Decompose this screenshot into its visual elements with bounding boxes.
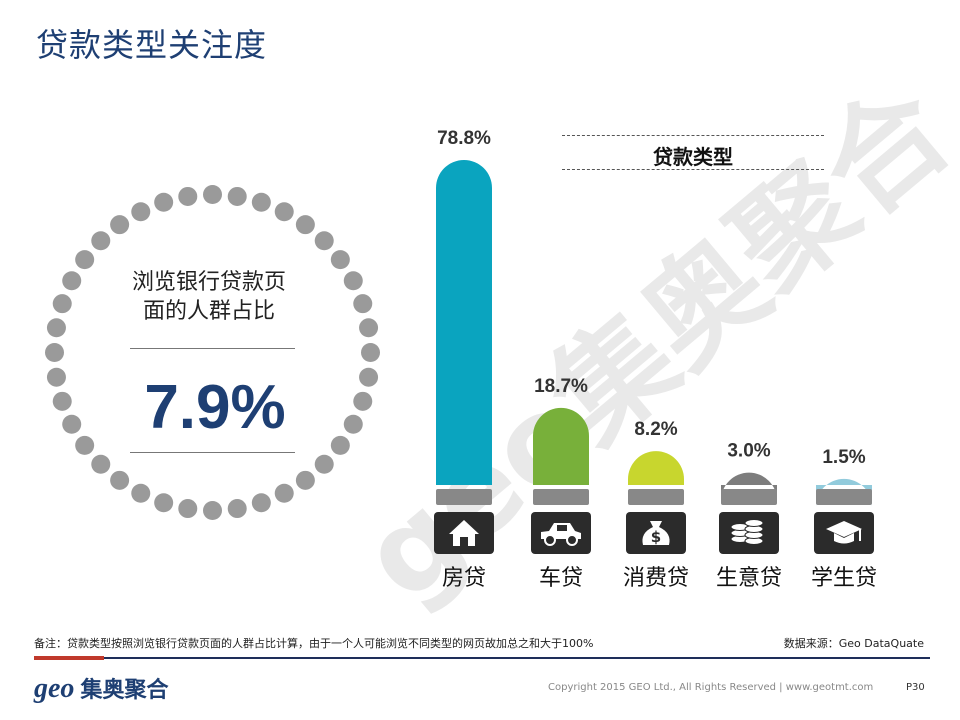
bead-circle — [45, 185, 380, 520]
circle-caption-line2: 面的人群占比 — [142, 299, 275, 324]
bead-dot — [52, 391, 72, 411]
bar-base — [436, 489, 492, 505]
bead-dot — [274, 202, 294, 222]
graduation-cap-icon-glyph — [826, 521, 862, 544]
bar-value-label: 3.0% — [727, 441, 770, 462]
bead-dot — [154, 493, 174, 513]
bead-dot — [62, 414, 82, 434]
bar-base — [628, 489, 684, 505]
bead-dot — [91, 454, 111, 474]
legend-title: 贷款类型 — [653, 145, 733, 169]
footnote: 备注：贷款类型按照浏览银行贷款页面的人群占比计算，由于一个人可能浏览不同类型的网… — [34, 637, 594, 650]
bar-2 — [628, 451, 684, 485]
logo-cn: 集奥聚合 — [80, 678, 169, 703]
bead-dot — [295, 215, 315, 235]
bead-dot — [330, 435, 350, 455]
page-number: P30 — [906, 682, 925, 693]
bead-dot — [353, 294, 373, 314]
bead-dot — [131, 202, 151, 222]
bead-dot — [251, 493, 271, 513]
category-label: 生意贷 — [716, 566, 782, 591]
bar-value-label: 8.2% — [634, 419, 677, 440]
bar-base — [533, 489, 589, 505]
bar-1 — [533, 407, 589, 485]
bead-dot — [343, 414, 363, 434]
bead-dot — [178, 499, 198, 519]
footer-accent-navy — [104, 657, 930, 659]
bar-value-label: 78.8% — [437, 128, 491, 149]
category-label: 车贷 — [539, 566, 583, 591]
bead-dot — [46, 367, 66, 387]
bead-dot — [227, 186, 247, 206]
bead-dot — [91, 231, 111, 251]
bead-dot — [274, 483, 294, 503]
bead-dot — [110, 215, 130, 235]
divider-top — [130, 348, 295, 349]
bead-dot — [131, 483, 151, 503]
circle-caption: 浏览银行贷款页 面的人群占比 — [120, 268, 298, 326]
bead-dot — [251, 192, 271, 212]
bead-dot — [75, 435, 95, 455]
coins-icon-glyph — [730, 519, 764, 545]
divider-bottom — [130, 452, 295, 453]
footer-accent-red — [34, 656, 104, 660]
bead-dot — [110, 470, 130, 490]
circle-caption-line1: 浏览银行贷款页 — [131, 270, 286, 295]
bead-dot — [359, 367, 379, 387]
car-icon-glyph — [541, 523, 581, 546]
bead-dot — [45, 343, 64, 362]
bead-dot — [203, 185, 222, 204]
money-bag-icon-glyph: $ — [642, 521, 670, 546]
category-label: 消费贷 — [623, 566, 689, 591]
house-icon-glyph — [449, 520, 479, 546]
bar-value-label: 1.5% — [822, 447, 865, 468]
bead-dot — [353, 391, 373, 411]
bead-dot — [330, 250, 350, 270]
bead-dot — [295, 470, 315, 490]
bar-base — [721, 489, 777, 505]
logo-geo: geo — [34, 673, 75, 704]
svg-text:$: $ — [651, 528, 661, 546]
bead-dot — [203, 501, 222, 520]
bead-dot — [75, 250, 95, 270]
bar-0 — [436, 159, 492, 485]
logo: geo 集奥聚合 — [34, 672, 168, 705]
bar-value-label: 18.7% — [534, 376, 588, 397]
page-title: 贷款类型关注度 — [36, 26, 268, 64]
category-label: 学生贷 — [811, 566, 877, 591]
bead-dot — [343, 271, 363, 291]
bar-3 — [721, 472, 777, 501]
bead-dot — [227, 499, 247, 519]
bar-4 — [816, 478, 873, 507]
bead-dot — [154, 192, 174, 212]
data-source: 数据来源：Geo DataQuate — [783, 637, 924, 650]
bead-dot — [178, 186, 198, 206]
bead-dot — [52, 294, 72, 314]
bead-dot — [314, 231, 334, 251]
category-label: 房贷 — [442, 566, 486, 591]
highlight-value: 7.9% — [144, 373, 286, 442]
bead-dot — [361, 343, 380, 362]
copyright: Copyright 2015 GEO Ltd., All Rights Rese… — [548, 682, 874, 693]
bead-dot — [46, 318, 66, 338]
bead-dot — [314, 454, 334, 474]
bar-base — [816, 489, 872, 505]
bead-dot — [62, 271, 82, 291]
bead-dot — [359, 318, 379, 338]
legend: 贷款类型 — [562, 133, 824, 171]
